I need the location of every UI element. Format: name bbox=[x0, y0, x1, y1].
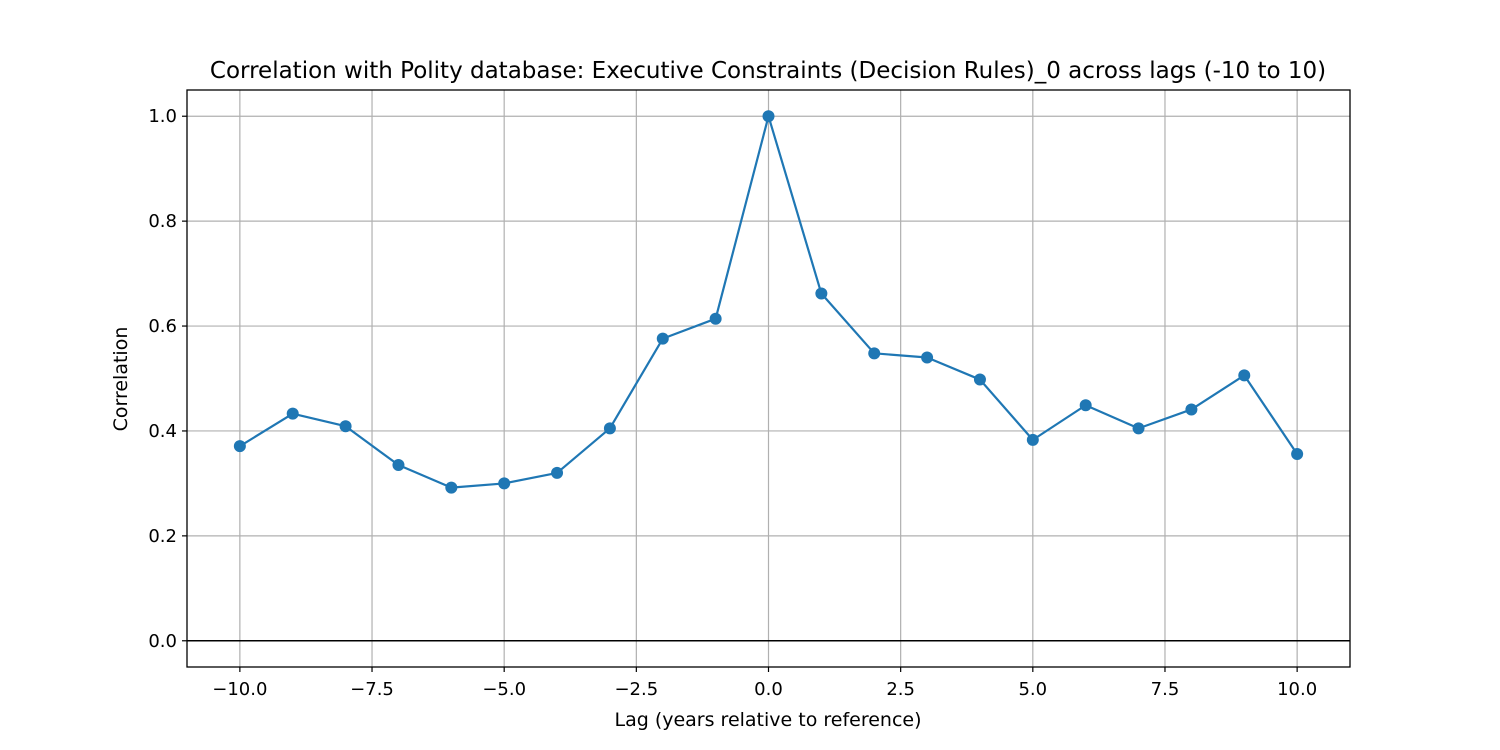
y-tick-label: 0.2 bbox=[148, 526, 177, 547]
data-point bbox=[921, 351, 934, 364]
data-point bbox=[603, 422, 616, 435]
y-tick-label: 0.4 bbox=[148, 421, 177, 442]
data-point bbox=[339, 420, 352, 433]
data-point bbox=[1026, 433, 1039, 446]
data-point bbox=[551, 466, 564, 479]
y-tick-label: 0.6 bbox=[148, 316, 177, 337]
x-tick-label: −7.5 bbox=[350, 679, 394, 700]
ticks: −10.0 −7.5 −5.0 −2.5 0.0 2.5 5.0 7.5 10.0 0.0 0.2 0… bbox=[148, 106, 1317, 700]
data-point bbox=[815, 287, 828, 300]
data-point bbox=[762, 110, 775, 123]
data-point bbox=[709, 312, 722, 325]
data-point bbox=[233, 440, 246, 453]
x-tick-label: 5.0 bbox=[1018, 679, 1047, 700]
data-point bbox=[286, 407, 299, 420]
x-tick-label: 0.0 bbox=[754, 679, 783, 700]
data-point bbox=[656, 332, 669, 345]
data-point bbox=[1079, 399, 1092, 412]
data-point bbox=[1291, 448, 1304, 461]
data-point bbox=[392, 459, 405, 472]
x-tick-label: 10.0 bbox=[1277, 679, 1317, 700]
data-point bbox=[1132, 422, 1145, 435]
x-tick-label: −2.5 bbox=[614, 679, 658, 700]
data-point bbox=[1238, 369, 1251, 382]
x-tick-label: 2.5 bbox=[886, 679, 915, 700]
series-layer bbox=[233, 110, 1304, 494]
data-point bbox=[868, 347, 881, 360]
x-tick-label: −5.0 bbox=[482, 679, 526, 700]
data-point bbox=[1185, 403, 1198, 416]
data-point bbox=[973, 373, 986, 386]
data-point bbox=[445, 481, 458, 494]
x-axis-label: Lag (years relative to reference) bbox=[614, 709, 921, 731]
x-tick-label: 7.5 bbox=[1151, 679, 1180, 700]
y-tick-label: 1.0 bbox=[148, 106, 177, 127]
y-tick-label: 0.0 bbox=[148, 631, 177, 652]
chart-title: Correlation with Polity database: Execut… bbox=[210, 58, 1326, 84]
y-axis-label: Correlation bbox=[110, 327, 132, 432]
data-point bbox=[498, 477, 511, 490]
y-tick-label: 0.8 bbox=[148, 211, 177, 232]
x-tick-label: −10.0 bbox=[212, 679, 267, 700]
